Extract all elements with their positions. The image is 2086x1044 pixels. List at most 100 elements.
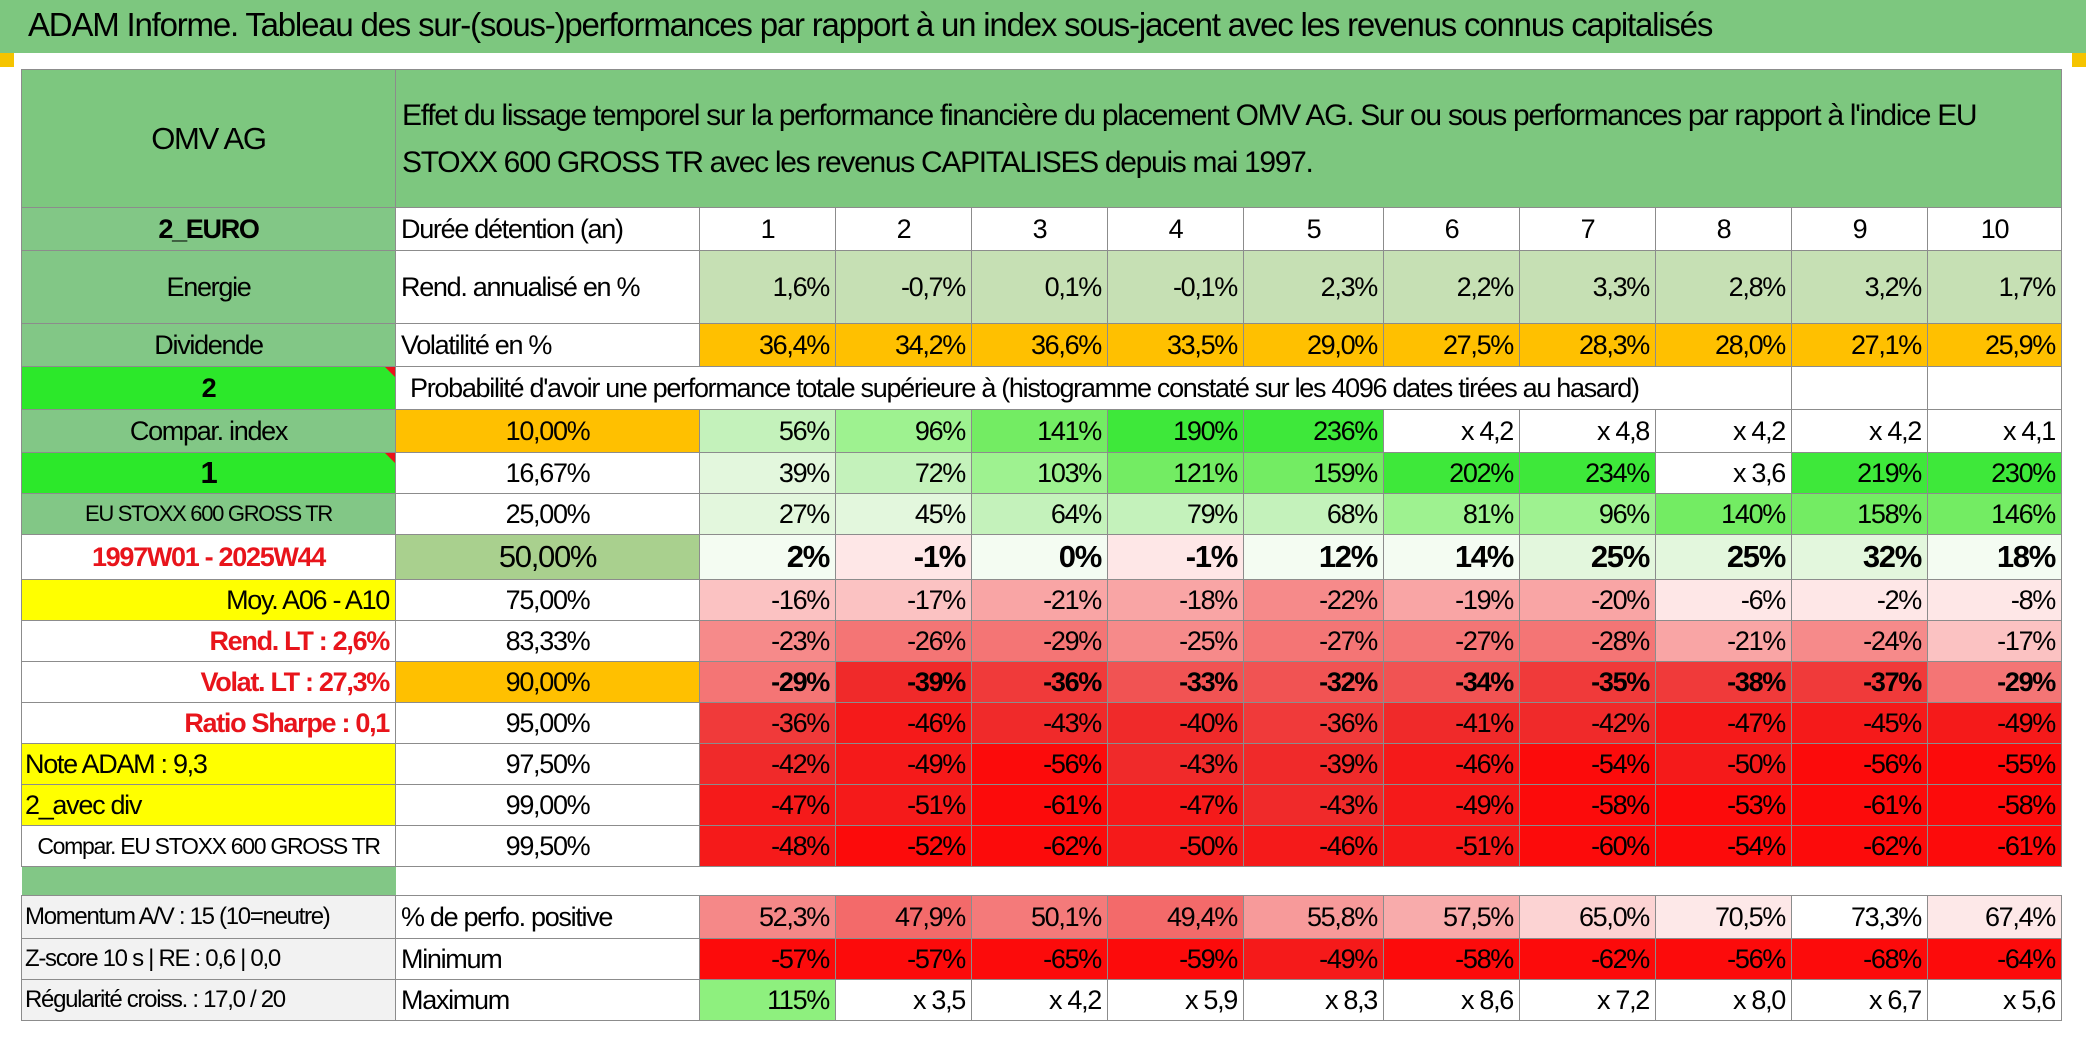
table-row: Note ADAM : 9,3 97,50% -42% -49% -56% -43% -39… [21,743,2062,785]
spacer-cell [395,866,2062,896]
year-header-1: 1 [699,207,836,251]
minimum-year-10: -64% [1927,938,2062,980]
maximum-year-1: 115% [699,979,836,1021]
percentile-value-year-6: -19% [1383,579,1520,621]
year-header-9: 9 [1791,207,1928,251]
percentile-value-year-9: -37% [1791,661,1928,703]
volatility-label: Volatilité en % [395,323,700,367]
average-label: Moy. A06 - A10 [21,579,396,621]
percentile-label: 99,00% [395,784,700,826]
table-row: Compar. EU STOXX 600 GROSS TR 99,50% -48% -… [21,825,2062,867]
positive-performance-year-4: 49,4% [1107,895,1244,939]
percentile-value-year-2: -39% [835,661,972,703]
percentile-value-year-4: -1% [1107,534,1244,580]
percentile-value-year-9: x 4,2 [1791,409,1928,453]
probability-caption: Probabilité d'avoir une performance tota… [395,366,1792,410]
positive-performance-year-2: 47,9% [835,895,972,939]
maximum-year-6: x 8,6 [1383,979,1520,1021]
table-row: EU STOXX 600 GROSS TR 25,00% 27% 45% 64% 79% 6… [21,493,2062,535]
maximum-year-10: x 5,6 [1927,979,2062,1021]
year-header-5: 5 [1243,207,1384,251]
percentile-value-year-3: 64% [971,493,1108,535]
percentile-value-year-6: 202% [1383,452,1520,494]
percentile-value-year-9: -61% [1791,784,1928,826]
percentile-label: 50,00% [395,534,700,580]
table-row: Compar. index 10,00% 56% 96% 141% 190% 236% x 4… [21,409,2062,453]
volatility-year-6: 27,5% [1383,323,1520,367]
percentile-value-year-1: 27% [699,493,836,535]
table-row: Energie Rend. annualisé en % 1,6% -0,7% 0,1%… [21,250,2062,324]
annual-return-year-6: 2,2% [1383,250,1520,324]
performance-table: OMV AG Effet du lissage temporel sur la … [21,69,2062,1021]
percentile-value-year-4: 190% [1107,409,1244,453]
minimum-year-9: -68% [1791,938,1928,980]
percentile-value-year-9: -62% [1791,825,1928,867]
description-cell: Effet du lissage temporel sur la perform… [395,69,2062,208]
percentile-value-year-9: -56% [1791,743,1928,785]
report-title: ADAM Informe. Tableau des sur-(sous-)per… [28,6,1713,43]
percentile-value-year-8: -6% [1655,579,1792,621]
percentile-value-year-7: -58% [1519,784,1656,826]
percentile-value-year-3: -43% [971,702,1108,744]
table-row: Z-score 10 s | RE : 0,6 | 0,0 Minimum -57%… [21,938,2062,980]
count-label: 2 [21,366,396,410]
percentile-value-year-1: -36% [699,702,836,744]
percentile-value-year-8: x 4,2 [1655,409,1792,453]
percentile-value-year-4: -33% [1107,661,1244,703]
positive-performance-year-5: 55,8% [1243,895,1384,939]
percentile-value-year-6: -27% [1383,620,1520,662]
percentile-value-year-10: 18% [1927,534,2062,580]
volatility-year-8: 28,0% [1655,323,1792,367]
percentile-value-year-6: 81% [1383,493,1520,535]
percentile-label: 99,50% [395,825,700,867]
percentile-value-year-6: -46% [1383,743,1520,785]
annual-return-year-10: 1,7% [1927,250,2062,324]
annual-return-year-9: 3,2% [1791,250,1928,324]
table-row: 1997W01 - 2025W44 50,00% 2% -1% 0% -1% 12% 14% 2… [21,534,2062,580]
table-row: Régularité croiss. : 17,0 / 20 Maximum 115… [21,979,2062,1021]
volatility-year-10: 25,9% [1927,323,2062,367]
minimum-year-6: -58% [1383,938,1520,980]
percentile-value-year-2: -1% [835,534,972,580]
percentile-label: 16,67% [395,452,700,494]
positive-performance-year-7: 65,0% [1519,895,1656,939]
percentile-value-year-6: -34% [1383,661,1520,703]
percentile-value-year-3: 0% [971,534,1108,580]
table-row [21,866,2062,896]
percentile-value-year-2: -52% [835,825,972,867]
year-header-2: 2 [835,207,972,251]
minimum-year-7: -62% [1519,938,1656,980]
compar-index-label: Compar. index [21,409,396,453]
rank-label: 1 [21,452,396,494]
percentile-value-year-4: -47% [1107,784,1244,826]
percentile-value-year-8: 140% [1655,493,1792,535]
dividend-mode-label: 2_avec div [21,784,396,826]
percentile-value-year-3: -29% [971,620,1108,662]
percentile-value-year-9: -45% [1791,702,1928,744]
currency-label: 2_EURO [21,207,396,251]
percentile-value-year-5: -39% [1243,743,1384,785]
blank-cell [1927,366,2062,410]
percentile-value-year-7: -35% [1519,661,1656,703]
percentile-value-year-8: -53% [1655,784,1792,826]
percentile-value-year-3: -56% [971,743,1108,785]
percentile-value-year-9: 219% [1791,452,1928,494]
percentile-value-year-7: x 4,8 [1519,409,1656,453]
maximum-label: Maximum [395,979,700,1021]
minimum-label: Minimum [395,938,700,980]
percentile-value-year-6: -51% [1383,825,1520,867]
percentile-value-year-4: -40% [1107,702,1244,744]
percentile-value-year-7: -28% [1519,620,1656,662]
maximum-side-label: Régularité croiss. : 17,0 / 20 [21,979,396,1021]
percentile-value-year-10: 146% [1927,493,2062,535]
minimum-year-4: -59% [1107,938,1244,980]
percentile-value-year-4: -43% [1107,743,1244,785]
percentile-value-year-7: 25% [1519,534,1656,580]
percentile-value-year-1: 39% [699,452,836,494]
table-body: OMV AG Effet du lissage temporel sur la … [21,69,2062,1021]
percentile-value-year-1: -42% [699,743,836,785]
percentile-value-year-10: -17% [1927,620,2062,662]
maximum-year-9: x 6,7 [1791,979,1928,1021]
percentile-value-year-10: -8% [1927,579,2062,621]
percentile-label: 95,00% [395,702,700,744]
